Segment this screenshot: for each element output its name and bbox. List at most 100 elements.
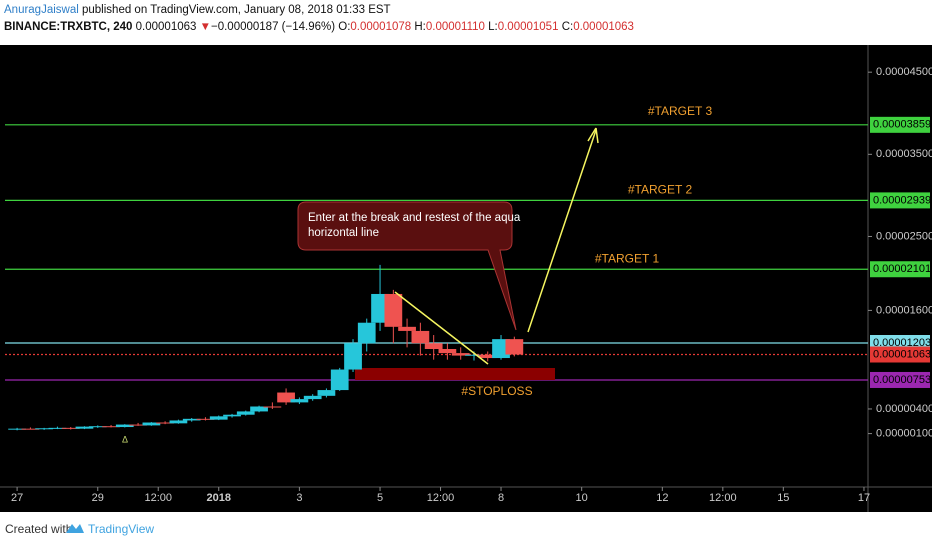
open: 0.00001078	[350, 21, 412, 33]
price-level-box	[870, 371, 930, 388]
arrow: ▼	[199, 21, 211, 33]
price-level-box	[870, 116, 930, 133]
candle-body	[129, 424, 147, 426]
candle-body	[48, 427, 67, 429]
y-tick-label: 0.00001600	[876, 304, 932, 316]
author[interactable]: AnuragJaiswal	[4, 4, 79, 16]
tradingview-logo	[66, 524, 84, 533]
l-label: L:	[488, 21, 498, 33]
x-tick-label: 2018	[206, 492, 230, 504]
candle-body	[236, 411, 255, 415]
high: 0.00001110	[425, 21, 485, 33]
candle-body	[35, 428, 53, 430]
candle-body	[478, 354, 497, 359]
candle-body	[209, 416, 228, 420]
callout-text: Enter at the break and restest of the aq…	[308, 212, 521, 224]
target-arrow	[527, 129, 597, 333]
candle-body	[102, 426, 120, 428]
candle-body	[277, 392, 295, 403]
candle-body	[156, 422, 174, 424]
last: 0.00001063	[135, 21, 197, 33]
candle-body	[384, 293, 403, 327]
candle-body	[330, 369, 349, 391]
footer-brand[interactable]: TradingView	[88, 522, 154, 536]
low: 0.00001051	[497, 21, 559, 33]
h-label: H:	[414, 21, 426, 33]
marker: Δ	[122, 434, 128, 444]
candle-body	[263, 406, 282, 408]
y-tick-label: 0.00004500	[876, 66, 932, 78]
x-tick-label: 12:00	[709, 492, 737, 504]
price-level-box	[870, 346, 930, 363]
footer-created: Created with	[5, 522, 72, 536]
candle-body	[465, 354, 483, 356]
price-level-label: 0.00000753	[873, 374, 931, 386]
published: published on TradingView.com, January 08…	[82, 4, 391, 16]
x-tick-label: 15	[777, 492, 789, 504]
candle-body	[142, 422, 161, 426]
candle-body	[438, 349, 457, 354]
close: 0.00001063	[573, 21, 634, 33]
candle-body	[398, 326, 416, 331]
x-tick-label: 5	[377, 492, 383, 504]
header-line: AnuragJaiswal published on TradingView.c…	[4, 2, 634, 19]
x-tick-label: 12:00	[427, 492, 455, 504]
change: −0.00000187 (−14.96%)	[211, 21, 336, 33]
target-label: #TARGET 3	[648, 104, 713, 118]
candle-body	[21, 428, 40, 430]
plot-layer: 0.00004500 0.00003500 0.00002500 0.00001600…	[5, 66, 932, 504]
candle-body	[8, 428, 26, 430]
candle-body	[250, 406, 268, 412]
candle-body	[223, 414, 241, 417]
x-tick-label: 27	[11, 492, 23, 504]
x-tick-label: 10	[576, 492, 588, 504]
arrow-head	[587, 127, 599, 144]
candle-body	[182, 418, 201, 421]
x-tick-label: 3	[296, 492, 302, 504]
y-tick-label: 0.00002500	[876, 230, 932, 242]
x-tick-label: 12	[656, 492, 668, 504]
candle-body	[169, 420, 188, 424]
x-tick-label: 29	[92, 492, 104, 504]
chart-background	[0, 45, 932, 512]
y-tick-label: 0.00003500	[876, 148, 932, 160]
o-label: O:	[338, 21, 351, 33]
target-label: #TARGET 2	[628, 183, 693, 197]
candle-body	[411, 330, 430, 344]
candle-body	[196, 418, 215, 420]
candle-body	[451, 353, 470, 356]
symbol: BINANCE:TRXBTC, 240	[4, 21, 133, 33]
candle-body	[344, 343, 362, 370]
callout	[297, 201, 517, 331]
candle-body	[505, 339, 524, 355]
callout-text: horizontal line	[308, 227, 379, 239]
price-level-box	[870, 261, 930, 278]
target-label: #TARGET 1	[595, 251, 660, 265]
x-tick-label: 17	[858, 492, 870, 504]
stoploss-zone	[355, 368, 555, 380]
price-level-label: 0.00002939	[873, 194, 931, 206]
price-level-label: 0.00001063	[873, 348, 931, 360]
candle-body	[317, 390, 336, 396]
candle-body	[357, 322, 376, 344]
header-line: BINANCE:TRXBTC, 240 0.00001063 ▼−0.00000…	[4, 19, 634, 36]
price-level-label: 0.00001203	[873, 337, 931, 349]
stoploss-label: #STOPLOSS	[461, 384, 532, 398]
y-tick-label: 0.00000100	[876, 428, 932, 440]
header: AnuragJaiswal published on TradingView.c…	[4, 2, 634, 36]
candle-body	[88, 426, 107, 428]
x-tick-label: 8	[498, 492, 504, 504]
candle-body	[115, 424, 134, 428]
candle-body	[75, 426, 94, 429]
price-level-label: 0.00002101	[873, 263, 931, 275]
trend-line	[394, 291, 489, 365]
candle-body	[290, 399, 309, 403]
price-level-box	[870, 192, 930, 209]
x-tick-label: 12:00	[144, 492, 172, 504]
candle-body	[61, 427, 80, 429]
price-level-label: 0.00003859	[873, 119, 931, 131]
y-tick-label: 0.00000400	[876, 403, 932, 415]
candle-body	[303, 395, 322, 400]
